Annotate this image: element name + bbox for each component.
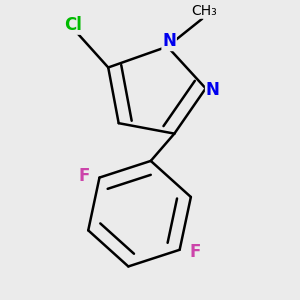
Text: N: N bbox=[162, 32, 176, 50]
Text: CH₃: CH₃ bbox=[191, 4, 217, 18]
Text: N: N bbox=[206, 81, 220, 99]
Text: F: F bbox=[190, 242, 201, 260]
Text: F: F bbox=[78, 167, 89, 185]
Text: Cl: Cl bbox=[64, 16, 82, 34]
